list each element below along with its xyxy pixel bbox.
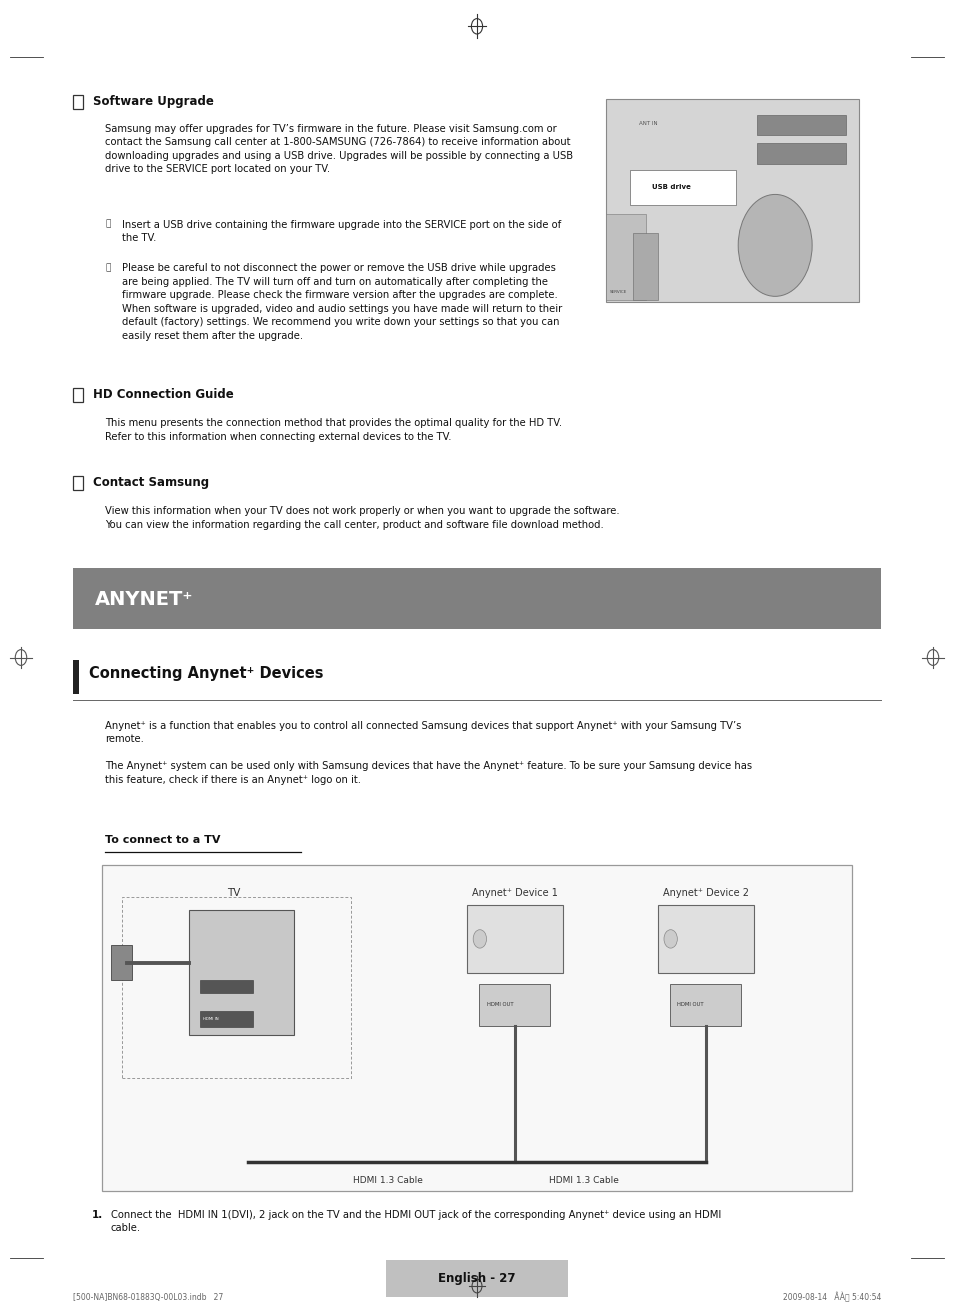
- Bar: [111, 945, 132, 980]
- Text: Contact Samsung: Contact Samsung: [92, 476, 209, 489]
- Text: 1.: 1.: [91, 1210, 103, 1220]
- Bar: [122, 897, 351, 1078]
- Text: Connecting Anynet⁺ Devices: Connecting Anynet⁺ Devices: [89, 665, 323, 681]
- Text: This menu presents the connection method that provides the optimal quality for t: This menu presents the connection method…: [105, 418, 561, 442]
- Text: HD Connection Guide: HD Connection Guide: [92, 388, 233, 401]
- Text: Software Upgrade: Software Upgrade: [92, 95, 213, 108]
- Text: HDMI OUT: HDMI OUT: [677, 1002, 703, 1007]
- Bar: [757, 143, 845, 164]
- Text: HDMI IN: HDMI IN: [203, 1016, 218, 1022]
- Text: HDMI 1.3 Cable: HDMI 1.3 Cable: [353, 1176, 422, 1185]
- Text: TV: TV: [227, 888, 240, 898]
- Text: ⓘ: ⓘ: [106, 220, 112, 229]
- Bar: [467, 905, 562, 973]
- Text: To connect to a TV: To connect to a TV: [105, 835, 220, 846]
- Bar: [200, 980, 253, 993]
- Bar: [605, 99, 858, 302]
- Text: HDMI 1.3 Cable: HDMI 1.3 Cable: [548, 1176, 618, 1185]
- Text: Connect the  HDMI IN 1(DVI), 2 jack on the TV and the HDMI OUT jack of the corre: Connect the HDMI IN 1(DVI), 2 jack on th…: [111, 1210, 720, 1233]
- Bar: [102, 865, 851, 1191]
- Text: USB drive: USB drive: [651, 184, 690, 191]
- Bar: [72, 95, 83, 109]
- Text: ⓘ: ⓘ: [106, 263, 112, 272]
- Circle shape: [738, 195, 811, 296]
- Bar: [658, 905, 753, 973]
- Bar: [72, 568, 881, 629]
- Text: Insert a USB drive containing the firmware upgrade into the SERVICE port on the : Insert a USB drive containing the firmwa…: [122, 220, 560, 243]
- Text: View this information when your TV does not work properly or when you want to up: View this information when your TV does …: [105, 506, 618, 530]
- Text: ANT IN: ANT IN: [639, 121, 658, 126]
- Bar: [629, 170, 735, 205]
- Text: The Anynet⁺ system can be used only with Samsung devices that have the Anynet⁺ f: The Anynet⁺ system can be used only with…: [105, 761, 751, 785]
- Bar: [605, 214, 645, 300]
- Bar: [72, 388, 83, 402]
- Bar: [200, 1011, 253, 1027]
- Text: 2009-08-14   ÂÀ전 5:40:54: 2009-08-14 ÂÀ전 5:40:54: [782, 1293, 881, 1303]
- Text: English - 27: English - 27: [437, 1272, 516, 1285]
- Bar: [72, 476, 83, 490]
- Text: Anynet⁺ is a function that enables you to control all connected Samsung devices : Anynet⁺ is a function that enables you t…: [105, 721, 740, 744]
- Text: Anynet⁺ Device 1: Anynet⁺ Device 1: [472, 888, 558, 898]
- Text: Please be careful to not disconnect the power or remove the USB drive while upgr: Please be careful to not disconnect the …: [122, 263, 561, 341]
- Bar: [386, 1260, 567, 1297]
- Text: Samsung may offer upgrades for TV’s firmware in the future. Please visit Samsung: Samsung may offer upgrades for TV’s firm…: [105, 124, 573, 175]
- Bar: [72, 660, 79, 694]
- Bar: [757, 114, 845, 135]
- Text: ANYNET⁺: ANYNET⁺: [95, 590, 193, 609]
- Text: SERVICE: SERVICE: [609, 291, 626, 295]
- Text: Anynet⁺ Device 2: Anynet⁺ Device 2: [662, 888, 748, 898]
- Circle shape: [473, 930, 486, 948]
- Bar: [189, 910, 294, 1035]
- Circle shape: [663, 930, 677, 948]
- Bar: [632, 233, 657, 300]
- Text: HDMI OUT: HDMI OUT: [486, 1002, 513, 1007]
- Text: [500-NA]BN68-01883Q-00L03.indb   27: [500-NA]BN68-01883Q-00L03.indb 27: [72, 1293, 222, 1302]
- Bar: [669, 984, 740, 1026]
- Bar: [478, 984, 550, 1026]
